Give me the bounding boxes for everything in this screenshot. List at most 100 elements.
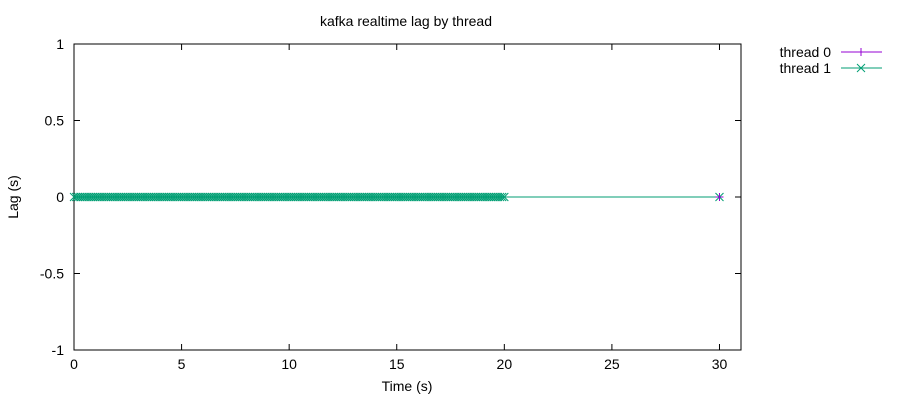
data-point-thread-1 [151,192,161,202]
data-point-thread-1 [127,192,137,202]
data-point-thread-1 [329,192,339,202]
data-point-thread-1 [461,192,470,202]
data-point-thread-1 [101,192,111,202]
data-point-thread-1 [407,192,417,202]
data-point-thread-1 [91,192,100,202]
data-point-thread-1 [312,192,322,202]
data-point-thread-1 [190,192,199,202]
data-point-thread-1 [278,192,288,202]
data-point-thread-1 [319,192,328,202]
data-point-thread-1 [69,192,79,202]
data-point-thread-1 [170,192,180,202]
data-point-thread-1 [147,192,156,202]
data-point-thread-1 [349,192,359,202]
data-point-thread-1 [106,192,115,202]
data-point-thread-1 [129,192,139,202]
data-point-thread-1 [194,192,204,202]
data-point-thread-1 [426,192,436,202]
data-point-thread-1 [265,192,275,202]
data-point-thread-1 [400,192,410,202]
data-point-thread-1 [237,192,247,202]
data-point-thread-1 [256,192,266,202]
data-point-thread-1 [192,192,201,202]
data-point-thread-1 [323,192,333,202]
data-point-thread-1 [153,192,163,202]
data-point-thread-1 [403,192,412,202]
data-point-thread-1 [463,192,473,202]
tick-labels: 0 5 10 15 20 25 30 -1 -0.5 0 0.5 1 [40,36,728,372]
data-point-thread-1 [164,192,174,202]
data-point-thread-1 [478,192,488,202]
data-point-thread-1 [181,192,191,202]
data-point-thread-1 [373,192,382,202]
data-point-thread-1 [428,192,438,202]
data-point-thread-1 [308,192,318,202]
data-point-thread-1 [267,192,277,202]
data-point-thread-1 [97,192,107,202]
data-point-thread-1 [489,192,498,202]
data-point-thread-1 [226,192,236,202]
data-point-thread-1 [325,192,335,202]
legend-label: thread 1 [780,60,832,76]
data-point-thread-1 [385,192,395,202]
data-point-thread-1 [452,192,462,202]
data-point-thread-1 [207,192,217,202]
data-point-thread-1 [411,192,421,202]
data-point-thread-1 [413,192,423,202]
data-point-thread-1 [345,192,354,202]
data-point-thread-1 [177,192,186,202]
data-point-thread-1 [484,192,494,202]
data-point-thread-1 [409,192,419,202]
data-point-thread-1 [239,192,249,202]
data-point-thread-1 [450,192,460,202]
data-point-thread-1 [155,192,165,202]
legend-marker [856,63,866,73]
data-point-thread-1 [390,192,399,202]
data-point-thread-1 [302,192,311,202]
data-point-thread-1 [366,192,376,202]
data-point-thread-1 [116,192,126,202]
x-tick-label: 20 [497,356,513,372]
data-point-thread-1 [246,192,255,202]
data-point-thread-1 [441,192,451,202]
series-thread-0 [715,193,724,201]
series-layer [69,192,724,202]
legend-label: thread 0 [780,44,832,60]
data-point-thread-1 [110,192,120,202]
data-point-thread-1 [474,192,483,202]
data-point-thread-1 [157,192,167,202]
data-point-thread-1 [398,192,408,202]
data-point-thread-1 [433,192,442,202]
data-point-thread-1 [121,192,130,202]
data-point-thread-1 [162,192,171,202]
data-point-thread-1 [321,192,331,202]
data-point-thread-1 [138,192,148,202]
data-point-thread-1 [338,192,348,202]
data-point-thread-1 [355,192,365,202]
data-point-thread-1 [291,192,300,202]
data-point-thread-1 [327,192,337,202]
data-point-thread-1 [250,192,260,202]
data-point-thread-1 [493,192,503,202]
data-point-thread-1 [104,192,113,202]
data-point-thread-1 [89,192,98,202]
data-point-thread-1 [422,192,432,202]
data-point-thread-1 [383,192,393,202]
data-point-thread-1 [263,192,272,202]
data-point-thread-1 [306,192,316,202]
data-point-thread-1 [142,192,152,202]
data-point-thread-1 [435,192,445,202]
data-point-thread-1 [392,192,402,202]
data-point-thread-1 [342,192,352,202]
data-point-thread-1 [175,192,184,202]
data-point-thread-1 [424,192,434,202]
data-point-thread-1 [114,192,124,202]
data-point-thread-1 [459,192,468,202]
data-point-thread-1 [241,192,251,202]
data-point-thread-1 [233,192,242,202]
y-axis-label: Lag (s) [5,175,21,219]
x-axis-label: Time (s) [382,378,433,394]
data-point-thread-1 [134,192,143,202]
data-point-thread-1 [297,192,307,202]
data-point-thread-1 [93,192,103,202]
